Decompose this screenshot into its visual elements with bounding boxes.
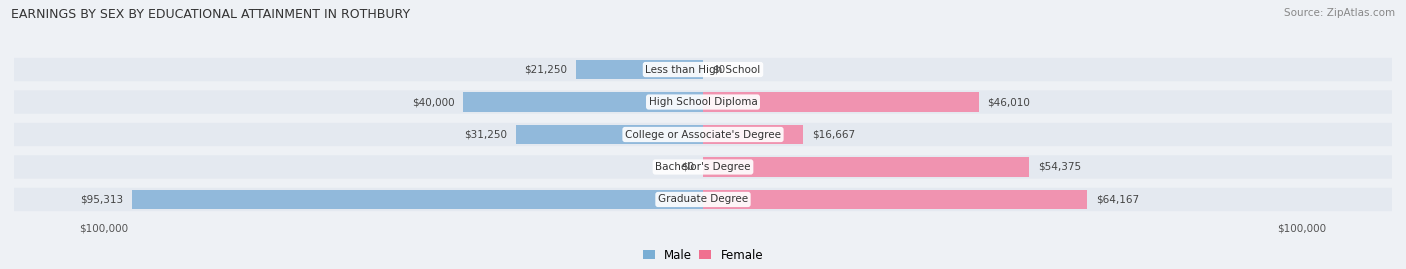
Text: $21,250: $21,250	[523, 65, 567, 75]
Text: EARNINGS BY SEX BY EDUCATIONAL ATTAINMENT IN ROTHBURY: EARNINGS BY SEX BY EDUCATIONAL ATTAINMEN…	[11, 8, 411, 21]
Text: Graduate Degree: Graduate Degree	[658, 194, 748, 204]
Bar	[516, 125, 703, 144]
Text: $95,313: $95,313	[80, 194, 122, 204]
Text: $54,375: $54,375	[1038, 162, 1081, 172]
Text: $0: $0	[711, 65, 725, 75]
FancyBboxPatch shape	[14, 188, 1392, 211]
Text: $64,167: $64,167	[1097, 194, 1139, 204]
Bar	[703, 92, 979, 112]
Text: College or Associate's Degree: College or Associate's Degree	[626, 129, 780, 140]
Bar	[703, 190, 1087, 209]
FancyBboxPatch shape	[14, 90, 1392, 114]
Text: $31,250: $31,250	[464, 129, 506, 140]
Bar	[575, 60, 703, 79]
Legend: Male, Female: Male, Female	[638, 244, 768, 266]
Text: $16,667: $16,667	[811, 129, 855, 140]
Text: Less than High School: Less than High School	[645, 65, 761, 75]
Text: Bachelor's Degree: Bachelor's Degree	[655, 162, 751, 172]
Text: $46,010: $46,010	[987, 97, 1031, 107]
Bar	[703, 125, 803, 144]
Text: Source: ZipAtlas.com: Source: ZipAtlas.com	[1284, 8, 1395, 18]
FancyBboxPatch shape	[14, 155, 1392, 179]
Text: $40,000: $40,000	[412, 97, 454, 107]
FancyBboxPatch shape	[14, 58, 1392, 81]
Text: $0: $0	[681, 162, 695, 172]
Bar	[464, 92, 703, 112]
Text: High School Diploma: High School Diploma	[648, 97, 758, 107]
Bar	[132, 190, 703, 209]
Bar	[703, 157, 1029, 177]
FancyBboxPatch shape	[14, 123, 1392, 146]
